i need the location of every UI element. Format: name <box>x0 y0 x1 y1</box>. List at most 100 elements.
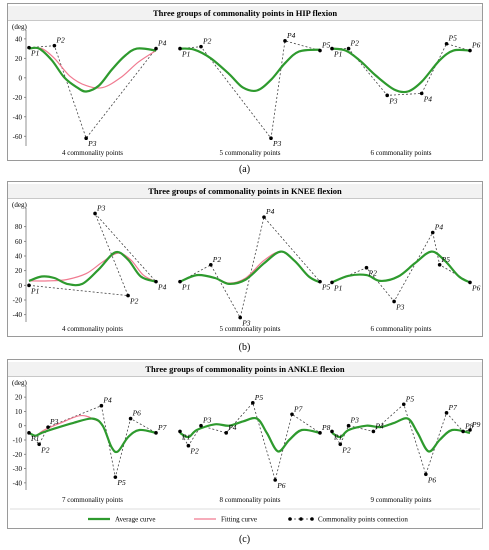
average-curve <box>28 250 157 287</box>
point-label: P4 <box>374 421 384 430</box>
y-tick-label: -10 <box>13 437 23 445</box>
average-curve <box>179 250 321 286</box>
point-label: P6 <box>132 409 142 418</box>
point-label: P8 <box>321 423 331 432</box>
panel-label: (c) <box>238 534 251 545</box>
point-label: P6 <box>471 41 481 50</box>
point-label: P1 <box>333 432 342 441</box>
commonality-point <box>154 431 158 435</box>
commonality-point <box>424 472 428 477</box>
point-label: P4 <box>227 423 237 432</box>
commonality-point <box>330 280 334 285</box>
point-label: P5 <box>254 393 264 402</box>
legend-average-label: Average curve <box>115 516 155 524</box>
point-label: P2 <box>368 269 378 278</box>
commonality-point <box>437 263 442 267</box>
legend: Average curve Fitting curve Commonality po… <box>88 516 408 524</box>
point-label: P2 <box>341 445 351 454</box>
commonality-point <box>269 136 273 141</box>
commonality-point <box>444 41 449 46</box>
unit-label: (deg) <box>12 201 27 209</box>
commonality-point <box>419 91 424 96</box>
commonality-point <box>46 425 50 429</box>
point-label: P1 <box>181 50 190 59</box>
commonality-point <box>385 93 390 98</box>
subplot-caption: 9 commonality points <box>370 496 431 504</box>
panel-label: (a) <box>238 164 251 175</box>
y-tick-label: 10 <box>15 408 23 416</box>
commonality-point <box>444 411 449 415</box>
point-label: P3 <box>96 203 106 212</box>
subplot: P1 P2 P3 P4 P5 P6 6 commonality points <box>330 34 481 157</box>
average-curve <box>331 250 471 284</box>
point-label: P1 <box>181 432 190 441</box>
average-curve <box>331 47 471 94</box>
y-tick-label: -40 <box>13 479 23 487</box>
commonality-point <box>27 45 31 50</box>
commonality-point <box>461 429 465 434</box>
unit-label: (deg) <box>12 23 27 31</box>
commonality-point <box>37 442 41 447</box>
average-curve <box>28 46 157 93</box>
unit-label: (deg) <box>12 379 27 387</box>
commonality-point <box>392 299 396 304</box>
commonality-point <box>178 46 182 51</box>
point-label: P1 <box>333 283 342 292</box>
connection-line <box>179 216 321 319</box>
point-label: P2 <box>55 36 65 45</box>
point-label: P4 <box>423 94 433 103</box>
legend-connection-label: Commonality points connection <box>318 516 408 524</box>
commonality-point <box>338 442 343 447</box>
point-label: P8 <box>464 421 474 430</box>
y-tick-label: -20 <box>13 451 23 459</box>
commonality-point <box>251 401 255 405</box>
point-label: P5 <box>321 283 331 292</box>
point-label: P6 <box>427 475 437 484</box>
legend-connection-dot <box>299 517 303 521</box>
point-label: P1 <box>30 49 39 58</box>
subplot: P1 P2 P3 P4 P5 P6 P7 P8 8 commonality points <box>178 393 331 504</box>
commonality-point <box>318 48 322 53</box>
point-label: P6 <box>471 283 481 292</box>
commonality-point <box>401 402 406 407</box>
point-label: P4 <box>102 396 112 405</box>
fitting-curve <box>179 417 321 453</box>
commonality-point <box>199 44 203 49</box>
connection-line <box>331 231 471 303</box>
point-label: P7 <box>448 403 458 412</box>
point-label: P7 <box>157 423 167 432</box>
point-label: P4 <box>157 283 167 292</box>
y-tick-label: 20 <box>15 55 23 63</box>
point-label: P2 <box>202 37 212 46</box>
y-tick-label: -20 <box>13 94 23 102</box>
point-label: P4 <box>286 31 296 40</box>
commonality-point <box>84 136 88 141</box>
y-tick-label: -30 <box>13 465 23 473</box>
point-label: P3 <box>202 416 212 425</box>
panel-knee: Three groups of commonality points in KN… <box>7 181 483 337</box>
point-label: P3 <box>87 139 97 148</box>
subplot-caption: 8 commonality points <box>219 496 280 504</box>
commonality-point <box>371 429 376 434</box>
commonality-point <box>262 215 266 219</box>
legend-connection-dot <box>310 517 314 521</box>
commonality-point <box>364 265 369 270</box>
point-label: P1 <box>30 286 39 295</box>
point-label: P5 <box>448 34 458 43</box>
commonality-point <box>113 475 118 479</box>
panel-title: Three groups of commonality points in KN… <box>8 184 482 199</box>
fitting-curve <box>28 252 157 283</box>
commonality-point <box>27 283 31 288</box>
subplot: P1 P2 P3 P4 P5 P6 6 commonality points <box>330 223 481 333</box>
point-label: P3 <box>388 96 398 105</box>
point-label: P6 <box>276 481 286 490</box>
y-tick-label: 60 <box>15 238 23 246</box>
point-label: P2 <box>40 445 50 454</box>
connection-line <box>332 43 471 96</box>
commonality-point <box>99 403 104 408</box>
subplot-caption: 5 commonality points <box>219 149 280 157</box>
y-tick-label: 20 <box>15 267 23 275</box>
fitting-curve <box>179 47 321 92</box>
